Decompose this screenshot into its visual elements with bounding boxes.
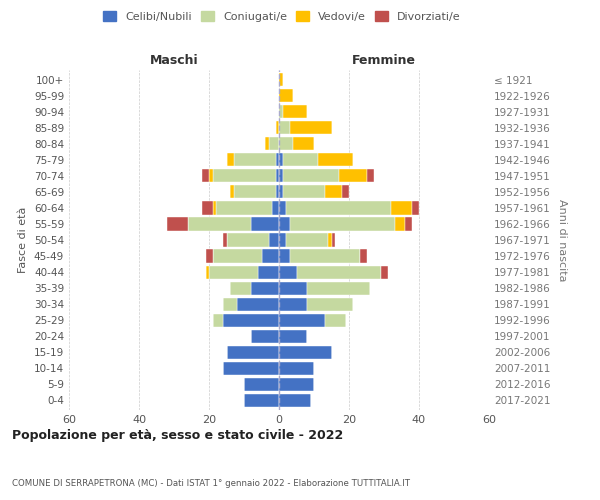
Bar (367, 170, 373, 182)
Text: Maschi: Maschi (149, 54, 199, 67)
Bar (244, 378, 279, 391)
Bar (223, 362, 279, 375)
Bar (279, 153, 283, 166)
Bar (227, 153, 233, 166)
Y-axis label: Anni di nascita: Anni di nascita (557, 198, 567, 281)
Bar (209, 266, 258, 278)
Bar (279, 105, 283, 118)
Bar (212, 202, 216, 214)
Y-axis label: Fasce di età: Fasce di età (19, 207, 28, 273)
Bar (209, 170, 212, 182)
Bar (405, 218, 412, 230)
Bar (251, 282, 279, 294)
Bar (188, 218, 251, 230)
Bar (227, 346, 279, 359)
Text: Femmine: Femmine (352, 54, 416, 67)
Bar (269, 137, 279, 150)
Bar (230, 282, 251, 294)
Bar (279, 218, 290, 230)
Bar (279, 298, 307, 310)
Bar (279, 282, 307, 294)
Text: Popolazione per età, sesso e stato civile - 2022: Popolazione per età, sesso e stato civil… (12, 430, 343, 442)
Bar (223, 314, 279, 327)
Bar (317, 153, 353, 166)
Bar (290, 121, 331, 134)
Bar (279, 314, 325, 327)
Bar (286, 234, 328, 246)
Bar (412, 202, 419, 214)
Bar (391, 202, 412, 214)
Bar (202, 170, 209, 182)
Bar (380, 266, 388, 278)
Bar (279, 121, 290, 134)
Bar (395, 218, 405, 230)
Bar (258, 266, 279, 278)
Bar (331, 234, 335, 246)
Bar (237, 298, 279, 310)
Bar (275, 121, 279, 134)
Bar (290, 250, 359, 262)
Bar (205, 250, 212, 262)
Bar (269, 234, 279, 246)
Bar (325, 314, 346, 327)
Bar (328, 234, 331, 246)
Bar (244, 394, 279, 407)
Bar (167, 218, 188, 230)
Bar (279, 170, 283, 182)
Bar (275, 170, 279, 182)
Bar (283, 186, 325, 198)
Bar (283, 153, 317, 166)
Bar (279, 202, 286, 214)
Bar (233, 186, 275, 198)
Bar (230, 186, 233, 198)
Bar (293, 137, 314, 150)
Bar (279, 89, 293, 102)
Bar (279, 186, 283, 198)
Bar (279, 378, 314, 391)
Bar (307, 298, 353, 310)
Bar (359, 250, 367, 262)
Bar (227, 234, 269, 246)
Bar (279, 250, 290, 262)
Text: COMUNE DI SERRAPETRONA (MC) - Dati ISTAT 1° gennaio 2022 - Elaborazione TUTTITAL: COMUNE DI SERRAPETRONA (MC) - Dati ISTAT… (12, 478, 410, 488)
Bar (205, 266, 209, 278)
Bar (279, 266, 296, 278)
Bar (279, 234, 286, 246)
Bar (265, 137, 269, 150)
Bar (279, 137, 293, 150)
Bar (275, 186, 279, 198)
Legend: Celibi/Nubili, Coniugati/e, Vedovi/e, Divorziati/e: Celibi/Nubili, Coniugati/e, Vedovi/e, Di… (100, 8, 464, 25)
Bar (279, 394, 311, 407)
Bar (216, 202, 272, 214)
Bar (202, 202, 212, 214)
Bar (223, 298, 237, 310)
Bar (279, 346, 331, 359)
Bar (233, 153, 275, 166)
Bar (325, 186, 342, 198)
Bar (283, 105, 307, 118)
Bar (338, 170, 367, 182)
Bar (307, 282, 370, 294)
Bar (290, 218, 395, 230)
Bar (212, 250, 262, 262)
Bar (262, 250, 279, 262)
Bar (212, 314, 223, 327)
Bar (272, 202, 279, 214)
Bar (283, 170, 338, 182)
Bar (279, 330, 307, 343)
Bar (251, 330, 279, 343)
Bar (223, 234, 227, 246)
Bar (286, 202, 391, 214)
Bar (279, 73, 283, 86)
Bar (279, 362, 314, 375)
Bar (296, 266, 380, 278)
Bar (275, 153, 279, 166)
Bar (251, 218, 279, 230)
Bar (342, 186, 349, 198)
Bar (212, 170, 275, 182)
